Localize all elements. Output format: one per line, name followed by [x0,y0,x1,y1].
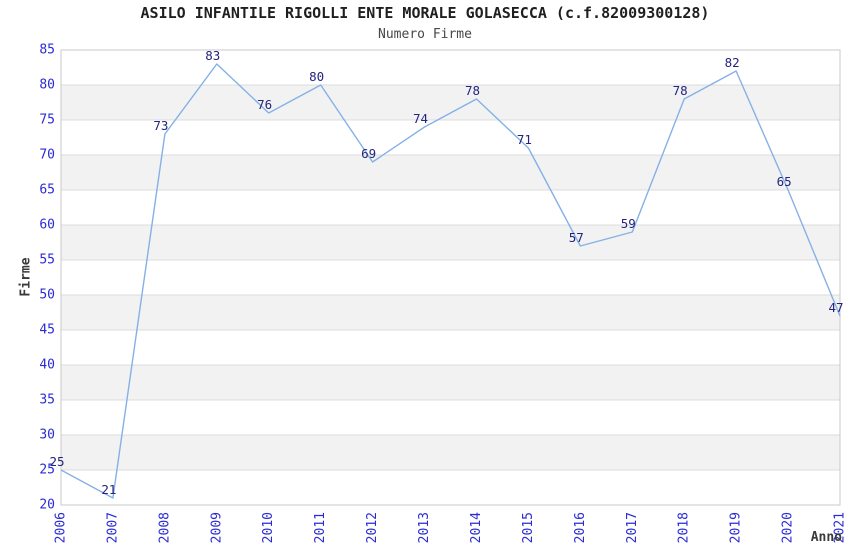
data-label: 74 [413,111,428,126]
y-tick-label: 50 [39,288,55,303]
y-tick-label: 75 [39,113,55,128]
data-label: 59 [621,216,636,231]
y-tick-label: 65 [39,183,55,198]
data-label: 80 [309,69,324,84]
y-tick-label: 30 [39,428,55,443]
data-label: 78 [465,83,480,98]
x-tick-label: 2018 [677,512,692,543]
gridlines [61,84,840,471]
x-tick-label: 2015 [521,512,536,543]
x-tick-label: 2008 [157,512,172,543]
x-tick-label: 2019 [729,512,744,543]
data-label: 83 [205,48,220,63]
y-tick-label: 40 [39,358,55,373]
y-axis-tick-labels: 20 25 30 35 40 45 50 55 60 65 70 75 80 85 [39,43,55,513]
x-tick-label: 2021 [833,512,848,543]
data-label: 57 [569,230,584,245]
plot-border [60,49,841,506]
x-axis-tick-labels: 2006 2007 2008 2009 2010 2011 2012 2013 2014 2015… [54,512,848,543]
x-axis-title: Anno [811,530,842,545]
data-label: 25 [49,454,64,469]
y-tick-label: 70 [39,148,55,163]
data-label: 76 [257,97,272,112]
y-tick-label: 85 [39,43,55,58]
y-tick-label: 20 [39,498,55,513]
data-label: 47 [828,300,843,315]
data-labels: 25 21 73 83 76 80 69 74 78 71 57 59 78 82 65 47 [49,48,843,497]
chart-title: ASILO INFANTILE RIGOLLI ENTE MORALE GOLA… [140,4,710,22]
x-tick-label: 2009 [209,512,224,543]
x-tick-label: 2007 [105,512,120,543]
band-stripe [61,85,840,120]
data-label: 65 [777,174,792,189]
data-label: 78 [673,83,688,98]
band-stripe [61,435,840,470]
y-tick-label: 60 [39,218,55,233]
band-stripe [61,295,840,330]
x-tick-label: 2020 [781,512,796,543]
y-tick-label: 55 [39,253,55,268]
series-line [60,63,841,499]
y-tick-label: 25 [39,463,55,478]
x-tick-label: 2012 [365,512,380,543]
data-label: 73 [153,118,168,133]
x-tick-label: 2011 [313,512,328,543]
y-tick-label: 45 [39,323,55,338]
band-stripe [61,225,840,260]
x-tick-label: 2010 [261,512,276,543]
band-stripe [61,155,840,190]
data-label: 71 [517,132,532,147]
plot-bands [61,85,840,470]
band-stripe [61,365,840,400]
y-axis-title: Firme [19,257,34,296]
y-tick-label: 80 [39,78,55,93]
x-tick-label: 2017 [625,512,640,543]
x-tick-label: 2016 [573,512,588,543]
y-tick-label: 35 [39,393,55,408]
data-label: 69 [361,146,376,161]
data-label: 21 [101,482,116,497]
data-label: 82 [725,55,740,70]
x-tick-label: 2014 [469,512,484,543]
x-tick-label: 2006 [54,512,69,543]
chart-subtitle: Numero Firme [378,27,472,42]
x-tick-label: 2013 [417,512,432,543]
